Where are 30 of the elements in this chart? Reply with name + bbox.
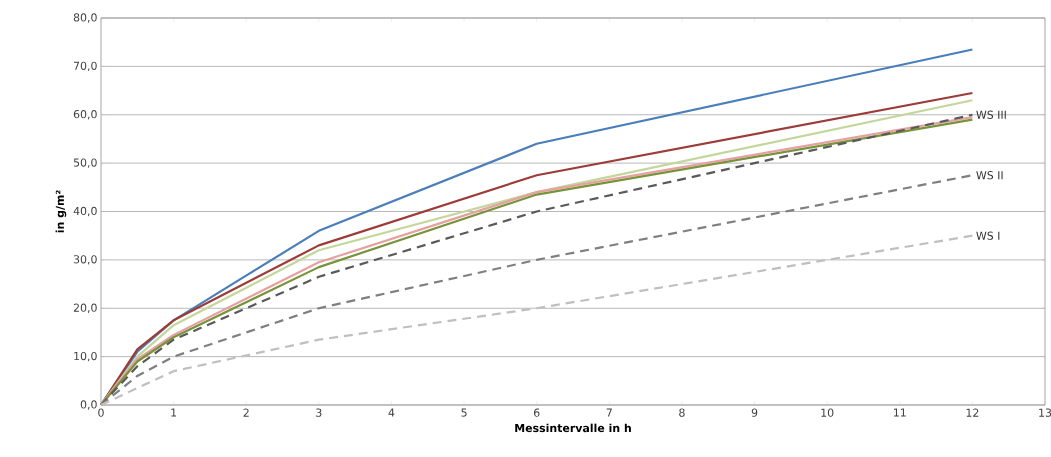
- y-axis-title: in g/m²: [55, 190, 67, 233]
- x-tick-label: 9: [751, 408, 758, 417]
- x-tick-label: 13: [1039, 408, 1051, 417]
- y-tick-label: 50,0: [73, 158, 97, 168]
- series-label: WS I: [976, 231, 1000, 240]
- line-series: [99, 174, 974, 407]
- x-tick-label: 10: [821, 408, 834, 417]
- y-tick-label: 0,0: [80, 400, 97, 410]
- x-tick-label: 2: [243, 408, 249, 417]
- y-tick-label: 20,0: [73, 303, 97, 313]
- x-axis-title: Messintervalle in h: [515, 423, 631, 433]
- y-tick-label: 30,0: [73, 255, 97, 265]
- y-tick-label: 40,0: [73, 206, 97, 217]
- x-tick-label: 8: [679, 408, 685, 417]
- y-tick-label: 70,0: [73, 61, 97, 72]
- x-tick-label: 7: [606, 408, 612, 417]
- x-tick-label: 3: [316, 408, 322, 417]
- y-tick-label: 80,0: [73, 13, 97, 23]
- x-tick-label: 12: [966, 408, 979, 417]
- series-label: WS III: [976, 110, 1006, 119]
- y-tick-label: 10,0: [74, 351, 97, 362]
- x-tick-label: 11: [894, 408, 906, 417]
- x-tick-label: 6: [533, 408, 540, 417]
- x-tick-label: 0: [98, 408, 104, 417]
- x-tick-label: 5: [461, 408, 467, 417]
- series-label: WS II: [976, 171, 1003, 180]
- x-tick-label: 1: [171, 408, 177, 417]
- line-series: [99, 234, 974, 407]
- x-tick-label: 4: [388, 408, 395, 417]
- y-tick-label: 60,0: [73, 110, 97, 120]
